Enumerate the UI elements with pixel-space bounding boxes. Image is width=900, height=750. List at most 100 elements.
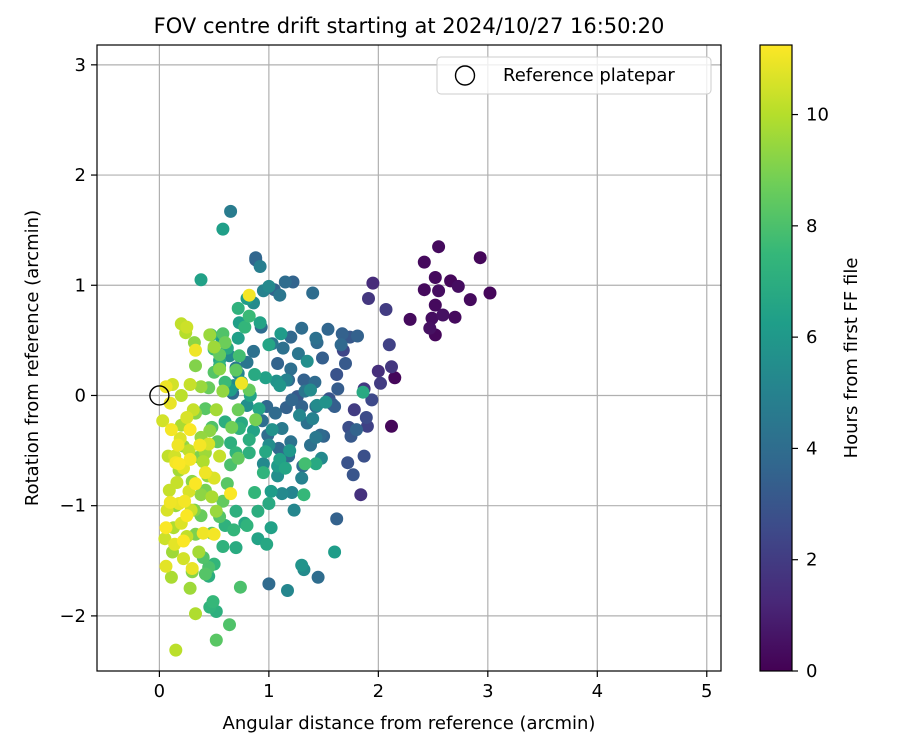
data-point <box>240 519 254 532</box>
data-point <box>293 408 306 422</box>
data-point <box>180 411 194 424</box>
data-point <box>423 321 437 335</box>
data-point <box>278 461 292 475</box>
data-point <box>220 477 234 491</box>
data-point <box>268 406 282 420</box>
data-point <box>247 344 260 358</box>
data-point <box>283 444 297 458</box>
data-point <box>297 488 311 502</box>
colorbar-ticks: 0 2 4 6 8 10 <box>792 105 829 682</box>
data-point <box>483 286 497 300</box>
data-point <box>178 494 192 508</box>
data-point <box>451 279 465 293</box>
data-point <box>311 570 325 584</box>
colorbar-label: Hours from first FF file <box>841 258 862 459</box>
data-point <box>272 441 286 455</box>
legend-box <box>436 56 712 95</box>
data-point <box>189 477 202 491</box>
data-point <box>309 331 323 345</box>
data-point <box>183 452 197 466</box>
data-point <box>224 436 238 450</box>
data-point <box>285 486 299 499</box>
data-point <box>242 309 256 323</box>
chart-title: FOV centre drift starting at 2024/10/27 … <box>154 14 665 38</box>
data-point <box>379 303 393 316</box>
data-point <box>463 293 477 307</box>
data-point <box>341 456 355 470</box>
data-point <box>319 395 333 409</box>
data-point <box>362 292 375 305</box>
data-point <box>295 558 309 572</box>
data-point <box>159 521 173 535</box>
y-axis-ticks: −2 −1 0 1 2 3 <box>59 55 97 627</box>
data-point <box>306 412 320 426</box>
data-point <box>330 512 344 526</box>
data-point <box>164 570 178 584</box>
y-tick-label: −1 <box>59 496 86 517</box>
data-point <box>274 327 288 341</box>
colorbar-frame <box>759 44 793 672</box>
data-point <box>229 504 243 518</box>
data-point <box>385 360 398 374</box>
data-point <box>213 362 227 376</box>
data-point <box>180 509 194 523</box>
data-point <box>163 495 177 509</box>
data-point <box>374 376 387 390</box>
data-point <box>339 357 352 370</box>
colorbar-tick-label: 2 <box>806 550 817 571</box>
data-point <box>309 430 323 444</box>
data-point <box>403 312 417 326</box>
data-point <box>287 503 301 517</box>
data-point <box>366 276 380 290</box>
colorbar-tick-label: 4 <box>806 438 817 459</box>
data-point <box>231 301 245 315</box>
data-point <box>242 446 256 460</box>
data-point <box>298 457 312 471</box>
data-point <box>225 420 239 434</box>
data-point <box>194 273 208 287</box>
data-point <box>417 255 431 269</box>
data-point <box>196 526 210 540</box>
data-point <box>189 359 202 373</box>
data-point <box>284 362 298 376</box>
data-point <box>203 328 217 342</box>
data-point <box>359 411 373 424</box>
plot-frame <box>96 44 722 672</box>
data-point <box>356 385 370 399</box>
data-point <box>189 607 202 621</box>
data-point <box>365 393 379 407</box>
data-point <box>227 523 241 537</box>
x-axis-ticks: 0 1 2 3 4 5 <box>154 671 712 702</box>
data-point <box>300 354 314 368</box>
data-point <box>223 618 236 632</box>
data-point <box>256 466 270 480</box>
data-point <box>194 380 208 394</box>
legend-entry-label: Reference platepar <box>503 65 675 86</box>
data-point <box>417 283 431 297</box>
data-point <box>209 403 223 417</box>
data-point <box>432 284 446 298</box>
data-point <box>281 584 294 597</box>
data-point <box>351 329 364 343</box>
data-point <box>172 457 186 471</box>
data-point <box>193 438 207 452</box>
data-point <box>224 487 238 501</box>
data-point <box>177 552 190 566</box>
data-point <box>350 423 363 437</box>
data-point <box>249 413 263 427</box>
data-point <box>231 331 245 345</box>
data-point <box>253 260 267 273</box>
data-point <box>428 271 442 284</box>
y-tick-label: 0 <box>75 385 86 406</box>
data-point <box>275 422 289 435</box>
data-point <box>216 384 230 398</box>
x-axis-label: Angular distance from reference (arcmin) <box>223 713 596 734</box>
data-point <box>159 559 173 573</box>
data-point <box>218 336 232 350</box>
data-point <box>189 343 202 357</box>
data-point <box>316 351 329 365</box>
data-point <box>232 349 246 363</box>
data-point <box>388 371 402 385</box>
reference-platepar-marker <box>149 385 170 406</box>
